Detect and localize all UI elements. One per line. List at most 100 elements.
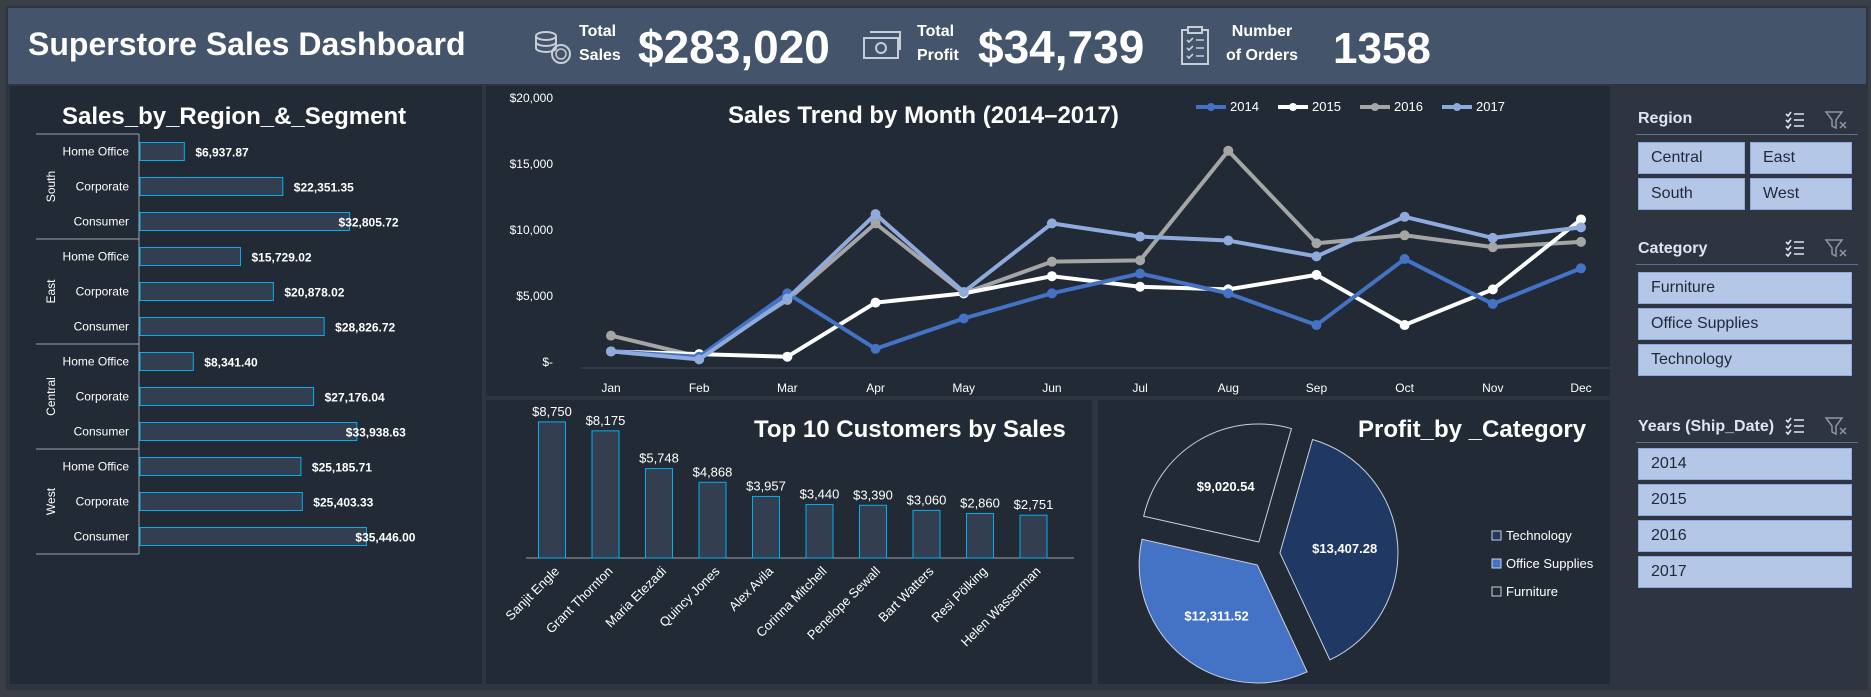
clear-filter-icon[interactable]	[1824, 238, 1848, 258]
slicer-year-2017[interactable]: 2017	[1638, 556, 1852, 588]
customer-bar	[859, 504, 887, 559]
line-x-tick: Apr	[866, 381, 885, 395]
pie-slice-office-supplies	[1138, 538, 1308, 684]
segment-label: Home Office	[63, 250, 130, 264]
series-point-2017	[1576, 222, 1586, 233]
series-point-2015	[782, 351, 793, 362]
pie-legend-swatch	[1491, 558, 1502, 569]
kpi-profit-label: Total Profit	[917, 23, 959, 64]
kpi-orders-value: 1358	[1333, 24, 1431, 73]
segment-label: Home Office	[63, 460, 130, 474]
pie-legend-swatch	[1491, 530, 1502, 541]
series-line-2017	[610, 212, 1582, 362]
series-point-2014	[1399, 254, 1410, 265]
slicer-year-2016[interactable]: 2016	[1638, 520, 1852, 552]
pie-legend-swatch	[1491, 586, 1502, 597]
series-point-2017	[1135, 231, 1146, 242]
line-x-tick: May	[952, 381, 975, 395]
line-x-tick: Jun	[1042, 381, 1061, 395]
series-point-2014	[1135, 268, 1146, 279]
series-point-2017	[782, 293, 793, 304]
line-x-tick: Feb	[689, 381, 710, 395]
line-y-tick: $10,000	[510, 223, 554, 237]
segment-label: Consumer	[74, 320, 129, 334]
region-bar	[139, 387, 315, 406]
customer-bar	[698, 481, 727, 559]
series-point-2016	[1487, 242, 1498, 253]
segment-label: Corporate	[76, 390, 130, 404]
coins-icon	[535, 31, 571, 64]
segment-label: Home Office	[63, 355, 130, 369]
clear-filter-icon[interactable]	[1824, 110, 1848, 130]
region-bar-label: $6,937.87	[195, 146, 249, 160]
series-point-2015	[1576, 214, 1586, 225]
customer-bar-label: $3,390	[853, 487, 893, 502]
profit-category-chart: $13,407.28 $12,311.52 $9,020.54 Technology O…	[1138, 423, 1594, 684]
slicer-year-2014[interactable]: 2014	[1638, 448, 1852, 480]
line-x-tick: Mar	[777, 381, 798, 395]
clear-filter-icon[interactable]	[1824, 416, 1848, 436]
slicer-year-2015[interactable]: 2015	[1638, 484, 1852, 516]
customer-bar-label: $3,957	[746, 478, 786, 493]
series-point-2016	[1223, 145, 1234, 156]
legend-label-2014: 2014	[1230, 99, 1259, 114]
slicer-category-technology[interactable]: Technology	[1638, 344, 1852, 376]
segment-label: Consumer	[74, 215, 129, 229]
multi-select-icon[interactable]	[1784, 110, 1806, 130]
pie-slice-label: $12,311.52	[1184, 609, 1248, 624]
region-bar-label: $8,341.40	[204, 356, 258, 370]
kpi-profit-value: $34,739	[978, 21, 1145, 73]
series-point-2016	[1135, 255, 1146, 266]
series-point-2014	[958, 313, 969, 324]
line-x-tick: Jul	[1132, 381, 1147, 395]
segment-label: Consumer	[74, 425, 129, 439]
region-label: East	[44, 279, 58, 304]
series-line-2016	[610, 148, 1582, 359]
slicer-region-central[interactable]: Central	[1638, 142, 1745, 174]
line-x-tick: Nov	[1482, 381, 1503, 395]
region-bar	[139, 492, 303, 511]
region-bar-label: $22,351.35	[294, 181, 354, 195]
series-point-2017	[1487, 232, 1498, 243]
line-y-tick: $-	[542, 355, 553, 369]
region-bar-label: $32,805.72	[339, 216, 399, 230]
slicer-region-west[interactable]: West	[1750, 178, 1852, 210]
multi-select-icon[interactable]	[1784, 238, 1806, 258]
sales-trend-title: Sales Trend by Month (2014–2017)	[728, 102, 1119, 129]
slicer-category-furniture[interactable]: Furniture	[1638, 272, 1852, 304]
segment-label: Corporate	[76, 495, 130, 509]
region-segment-panel: Sales_by_Region_&_Segment South Home Offi…	[10, 86, 482, 684]
series-line-2014	[610, 257, 1582, 359]
series-point-2017	[1311, 251, 1322, 262]
slicer-region-east[interactable]: East	[1750, 142, 1852, 174]
region-segment-chart: South Home Office $6,937.87 Corporate $22,35…	[36, 133, 416, 555]
series-point-2014	[1576, 263, 1586, 274]
region-bar	[139, 352, 194, 371]
customer-bar-label: $5,748	[639, 451, 679, 466]
slicer-region-south[interactable]: South	[1638, 178, 1745, 210]
series-point-2014	[1487, 298, 1498, 309]
slicer-category-office-supplies[interactable]: Office Supplies	[1638, 308, 1852, 340]
region-bar	[139, 177, 284, 196]
region-bar	[139, 317, 325, 336]
region-label: Central	[44, 377, 58, 416]
multi-select-icon[interactable]	[1784, 416, 1806, 436]
series-point-2016	[1399, 230, 1410, 241]
top-customers-panel: Top 10 Customers by Sales $8,750 Sanjit E…	[486, 400, 1092, 684]
region-bar	[139, 457, 302, 476]
customer-bar-label: $3,440	[800, 486, 840, 501]
segment-label: Corporate	[76, 180, 130, 194]
region-bar	[139, 247, 241, 266]
legend-marker-2017	[1453, 103, 1461, 111]
pie-slice-technology	[1279, 438, 1399, 661]
checklist-icon	[1181, 26, 1209, 65]
series-point-2017	[870, 209, 881, 220]
top-customers-title: Top 10 Customers by Sales	[754, 416, 1066, 443]
series-point-2016	[870, 218, 881, 229]
profit-category-panel: Profit_by _Category $13,407.28 $12,311.52…	[1098, 400, 1610, 684]
dashboard-header: Superstore Sales Dashboard Total Sales $2…	[8, 8, 1866, 84]
series-point-2014	[870, 343, 881, 354]
slicer-divider	[1636, 442, 1858, 443]
slicer-region-title: Region	[1638, 110, 1693, 127]
region-bar	[139, 142, 185, 161]
